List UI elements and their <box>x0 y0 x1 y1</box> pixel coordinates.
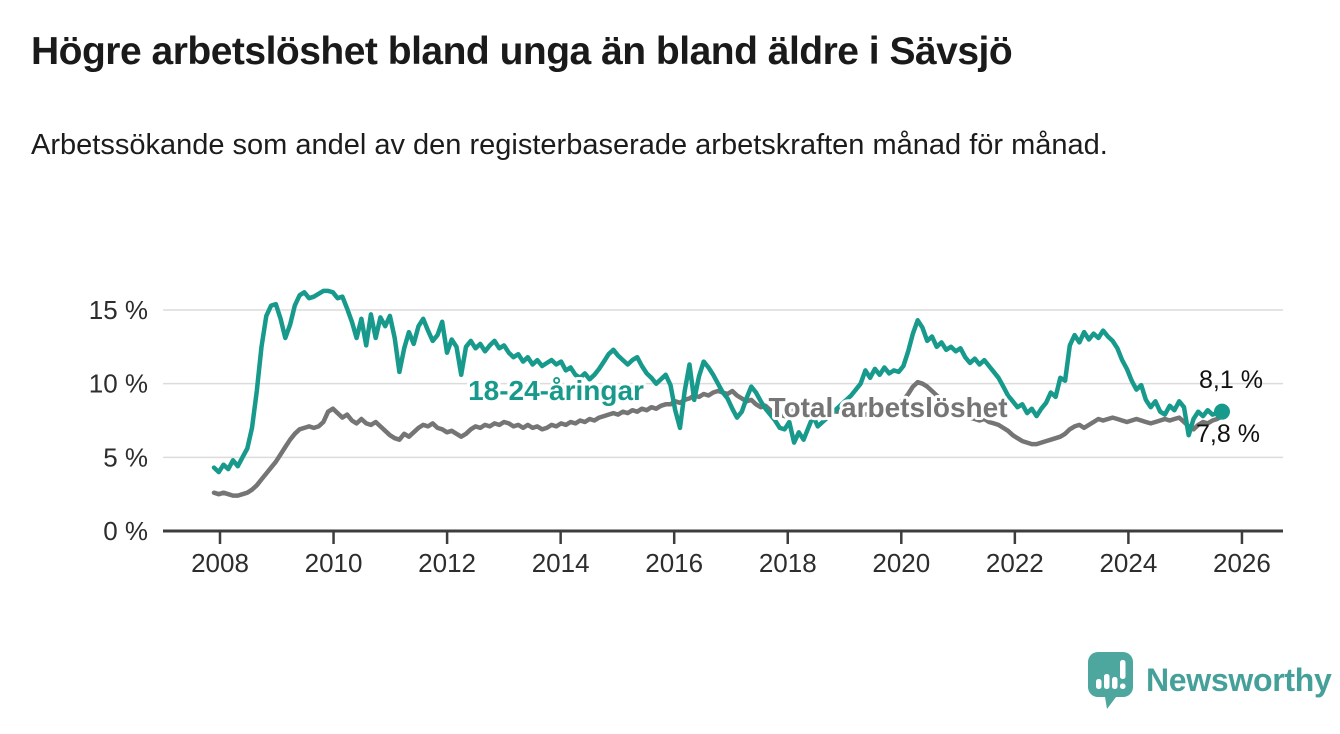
x-axis-label-2020: 2020 <box>872 548 930 578</box>
newsworthy-bubble-icon <box>1088 652 1133 709</box>
x-axis-label-2016: 2016 <box>645 548 703 578</box>
unemployment-line-chart: 0 % 5 % 10 % 15 % 2008 2010 2012 2014 2016 2018 20… <box>89 288 1283 578</box>
x-axis-label-2010: 2010 <box>305 548 363 578</box>
x-axis-label-2018: 2018 <box>759 548 817 578</box>
page-title: Högre arbetslöshet bland unga än bland ä… <box>31 30 1013 73</box>
youth-series-label: 18-24-åringar <box>468 375 644 406</box>
total-end-value-label: 7,8 % <box>1196 420 1260 448</box>
y-axis-label-15%: 15 % <box>89 295 148 325</box>
total-series-label: Total arbetslöshet <box>768 392 1007 423</box>
x-axis-label-2014: 2014 <box>532 548 590 578</box>
y-axis-label-5%: 5 % <box>103 442 148 472</box>
x-axis-label-2022: 2022 <box>986 548 1044 578</box>
youth-end-value-label: 8,1 % <box>1199 366 1263 394</box>
x-axis-label-2026: 2026 <box>1213 548 1271 578</box>
x-axis-label-2012: 2012 <box>418 548 476 578</box>
youth-series-line <box>211 288 1225 475</box>
x-axis-label-2008: 2008 <box>191 548 249 578</box>
y-axis-label-10%: 10 % <box>89 369 148 399</box>
chart-subtitle: Arbetssökande som andel av den registerb… <box>31 129 1108 161</box>
y-axis-label-0%: 0 % <box>103 516 148 546</box>
newsworthy-wordmark: Newsworthy <box>1146 661 1332 698</box>
x-axis-label-2024: 2024 <box>1099 548 1157 578</box>
youth-series-end-dot <box>1213 403 1230 420</box>
newsworthy-logo: Newsworthy <box>1086 650 1332 710</box>
total-series-line <box>211 379 1225 498</box>
